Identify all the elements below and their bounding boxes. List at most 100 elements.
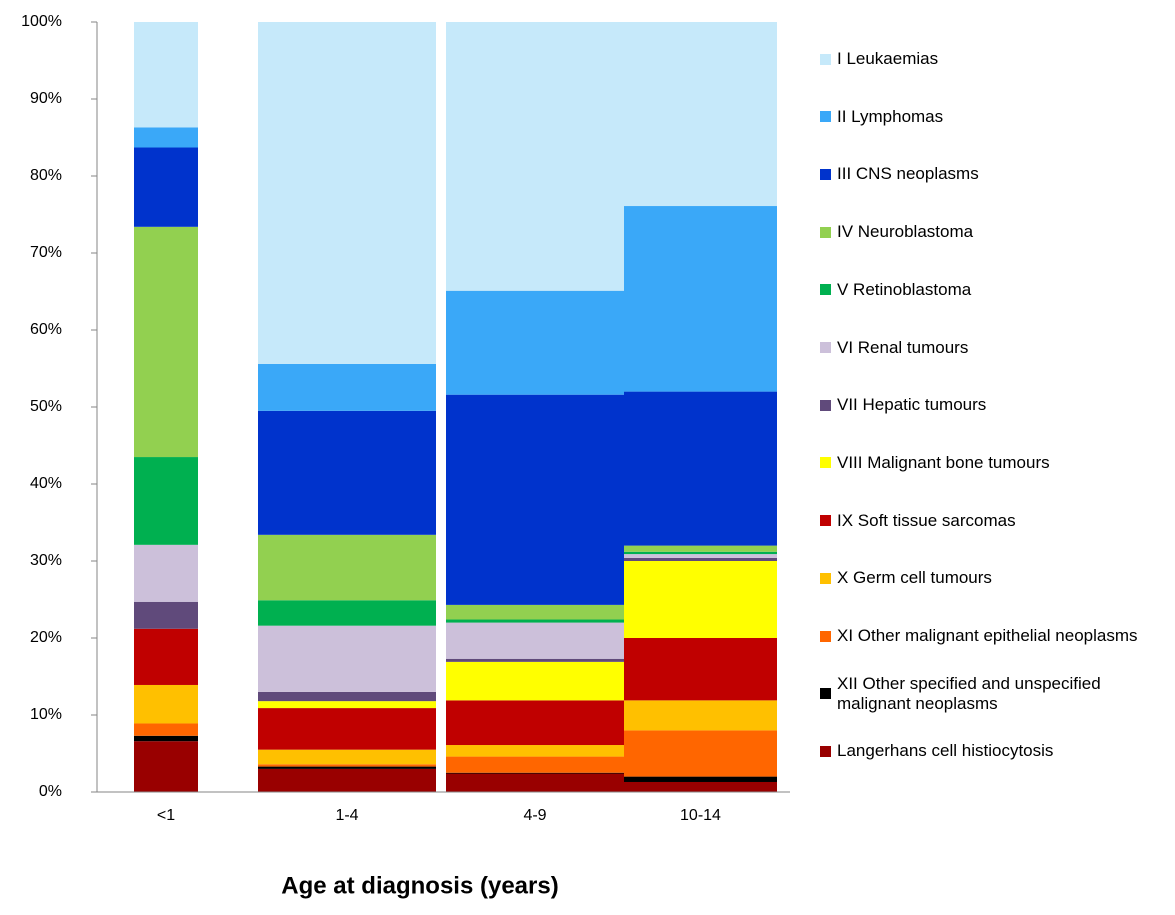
bar-segment [134,601,198,629]
y-tick-label: 30% [30,552,62,569]
bar-segment [258,534,436,601]
legend-item: IX Soft tissue sarcomas [820,511,1016,531]
bar-segment [446,394,624,605]
legend-label: XII Other specified and unspecified mali… [837,673,1101,713]
legend-label: VI Renal tumours [837,337,969,357]
bar-segment [624,730,777,777]
bar-segment [446,700,624,746]
bar-segment [258,701,436,709]
bar-segment [134,226,198,458]
bar-segment [446,773,624,792]
legend-item: VI Renal tumours [820,338,968,358]
bar-segment [446,658,624,662]
legend-swatch [820,630,831,642]
legend-label: I Leukaemias [837,49,939,68]
y-tick-label: 90% [30,90,62,107]
bar-segment [134,684,198,724]
bar-segment [134,22,198,128]
bar-segment [258,764,436,767]
bar-segment [624,206,777,392]
legend-item: III CNS neoplasms [820,164,979,184]
x-tick-label: 1-4 [335,807,358,824]
y-tick-label: 100% [21,13,62,30]
bar-segment [134,723,198,736]
bar-segment [258,410,436,535]
bar-segment [624,545,777,552]
legend-label: IV Neuroblastoma [837,222,974,242]
legend-item: VII Hepatic tumours [820,395,986,415]
bar-segment [446,772,624,774]
legend-swatch [820,226,831,238]
bar-segment [258,600,436,626]
bar-segment [258,708,436,750]
bar-segment [624,554,777,558]
legend-swatch [820,688,831,700]
x-tick-label: <1 [157,807,175,824]
legend-item: II Lymphomas [820,107,943,127]
legend-label: V Retinoblastoma [837,279,972,299]
bar-segment [134,127,198,148]
y-tick-label: 40% [30,475,62,492]
x-axis-title: Age at diagnosis (years) [281,872,558,899]
bar-segment [624,557,777,561]
legend-label: IX Soft tissue sarcomas [837,510,1016,530]
bar-segment [446,22,624,291]
bar-segment [624,561,777,638]
bar-segment [446,745,624,757]
bar-segment [258,22,436,364]
bar-segment [624,638,777,701]
y-tick-label: 10% [30,706,62,723]
bar-segment [134,628,198,685]
legend-item: IV Neuroblastoma [820,222,973,242]
y-tick-label: 50% [30,398,62,415]
bar-segment [446,756,624,773]
bar-segment [134,457,198,545]
legend-swatch [820,515,831,527]
bar-segment [446,290,624,395]
legend-swatch [820,284,831,296]
bar-segment [134,741,198,792]
legend-label: XI Other malignant epithelial neoplasms [837,626,1138,645]
x-tick-label: 10-14 [680,807,721,824]
legend-label: VII Hepatic tumours [837,395,987,415]
legend-label: Langerhans cell histiocytosis [837,741,1054,761]
x-tick-label: 4-9 [523,807,546,824]
legend-label: III CNS neoplasms [837,164,979,184]
y-tick-label: 80% [30,167,62,184]
bar-segment [134,147,198,227]
bar-segment [258,768,436,792]
legend-item: I Leukaemias [820,49,938,69]
legend-swatch [820,745,831,757]
bar-segment [258,766,436,769]
y-tick-label: 70% [30,244,62,261]
legend-swatch [820,111,831,123]
bar-segment [258,749,436,765]
bar-segment [446,604,624,620]
legend-swatch [820,53,831,65]
bar-segment [624,781,777,792]
bar-segment [624,551,777,555]
bar-segment [624,22,777,207]
legend-label: X Germ cell tumours [837,568,992,588]
legend-item: XI Other malignant epithelial neoplasms [820,626,1138,646]
bar-segment [624,391,777,546]
legend-item: V Retinoblastoma [820,280,971,300]
legend-item: XII Other specified and unspecified mali… [820,674,1140,714]
legend-item: X Germ cell tumours [820,568,992,588]
legend-swatch [820,399,831,411]
bar-segment [446,622,624,659]
legend-item: Langerhans cell histiocytosis [820,741,1053,761]
y-tick-label: 60% [30,321,62,338]
y-tick-label: 0% [39,783,62,800]
bar-segment [446,619,624,623]
legend-label: II Lymphomas [837,106,944,126]
y-tick-label: 20% [30,629,62,646]
bar-segment [134,544,198,602]
bar-segment [258,363,436,411]
legend-swatch [820,457,831,469]
legend-item: VIII Malignant bone tumours [820,453,1050,473]
legend-swatch [820,342,831,353]
bar-segment [258,691,436,702]
